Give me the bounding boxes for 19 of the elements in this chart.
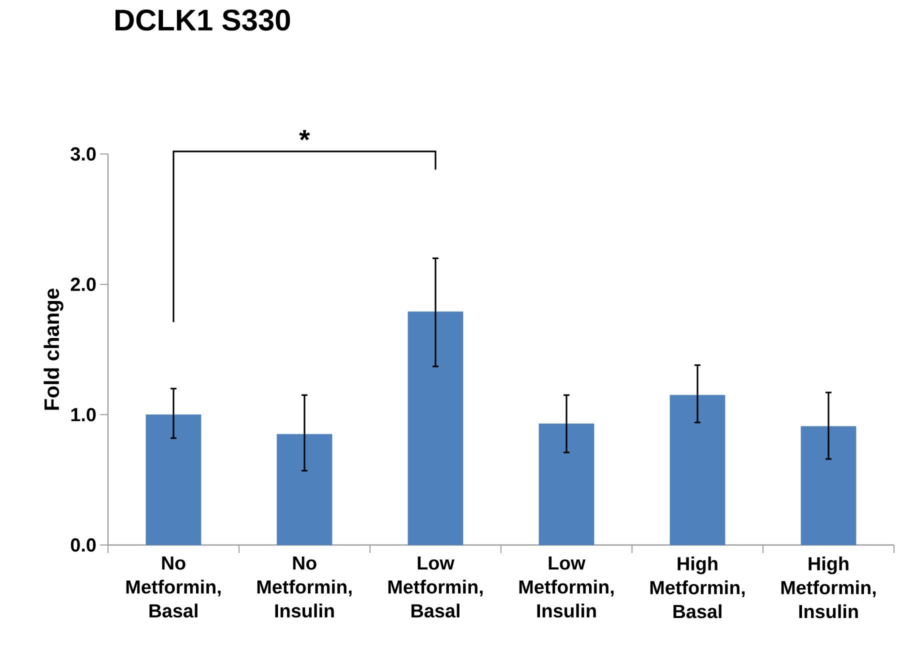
text: * [299,130,310,140]
x-tick-label: No Metformin, Insulin [257,556,352,618]
bar [276,434,332,546]
chart-title: DCLK1 S330 [116,10,290,31]
x-tick-label: Low Metformin, Insulin [519,556,614,618]
y-tick-label: 3.0 [70,147,96,161]
bar [670,394,726,546]
x-tick-label: No Metformin, Basal [126,556,221,618]
y-tick-label: 1.0 [71,408,96,422]
bar [408,312,464,546]
x-tick-label: Low Metformin, Basal [388,556,483,618]
y-axis-title: Fold change [44,288,64,410]
bar [146,414,202,546]
bar [800,426,856,546]
y-tick-label: 0.0 [70,538,96,552]
x-tick-label: High Metformin, Insulin [781,556,876,618]
bar [538,424,594,546]
x-tick-label: High Metformin, Basal [650,556,745,618]
y-tick-label: 2.0 [70,278,96,292]
